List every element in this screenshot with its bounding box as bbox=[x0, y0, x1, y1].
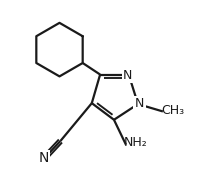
Text: N: N bbox=[123, 69, 132, 82]
Text: CH₃: CH₃ bbox=[161, 104, 184, 117]
Text: N: N bbox=[135, 97, 144, 110]
Text: N: N bbox=[39, 151, 49, 165]
Text: NH₂: NH₂ bbox=[124, 136, 148, 149]
